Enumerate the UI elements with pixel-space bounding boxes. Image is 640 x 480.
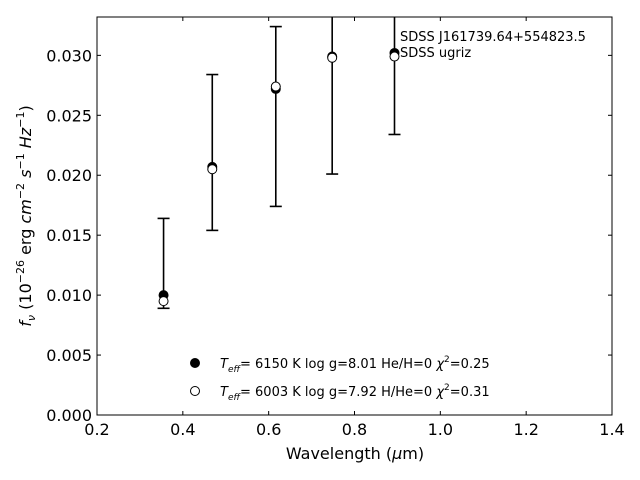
legend: Teff= 6150 K log g=8.01 He/H=0 χ2=0.25 T…	[190, 355, 490, 403]
data-point-open	[158, 296, 169, 307]
y-tick-label: 0.030	[46, 46, 92, 65]
data-point-open	[327, 52, 338, 63]
y-tick-label: 0.025	[46, 106, 92, 125]
x-tick-label: 0.8	[342, 420, 367, 439]
observed-errorbars	[157, 17, 401, 310]
axis-ticks: 0.2 0.4 0.6 0.8 1.0 1.2 1.4 0.000 0.005 0.010 0.01…	[46, 17, 625, 439]
x-tick-label: 1.0	[428, 420, 453, 439]
plot-frame-group	[96, 16, 613, 416]
data-point-open	[207, 164, 218, 175]
x-tick-label: 0.4	[170, 420, 195, 439]
x-tick-label: 1.2	[513, 420, 538, 439]
y-tick-label: 0.015	[46, 226, 92, 245]
legend-marker-filled	[190, 358, 200, 368]
y-tick-label: 0.000	[46, 406, 92, 425]
photometry-label: SDSS ugriz	[400, 46, 471, 61]
data-point-open	[270, 81, 281, 92]
legend-entry-1: Teff= 6150 K log g=8.01 He/H=0 χ2=0.25	[220, 355, 490, 375]
legend-marker-open	[190, 386, 200, 396]
plot-frame	[96, 16, 613, 416]
y-axis-label: fν (10−26 erg cm−2 s−1 Hz−1)	[14, 105, 38, 326]
y-tick-label: 0.020	[46, 166, 92, 185]
legend-entry-2: Teff= 6003 K log g=7.92 H/He=0 χ2=0.31	[220, 383, 490, 403]
x-axis-label: Wavelength (μm)	[286, 444, 424, 463]
y-tick-label: 0.010	[46, 286, 92, 305]
x-tick-label: 0.6	[256, 420, 281, 439]
object-name: SDSS J161739.64+554823.5	[400, 30, 586, 45]
x-tick-label: 0.2	[84, 420, 109, 439]
y-tick-label: 0.005	[46, 346, 92, 365]
data-markers	[158, 47, 400, 307]
data-point-open	[389, 51, 400, 62]
x-tick-label: 1.4	[599, 420, 624, 439]
